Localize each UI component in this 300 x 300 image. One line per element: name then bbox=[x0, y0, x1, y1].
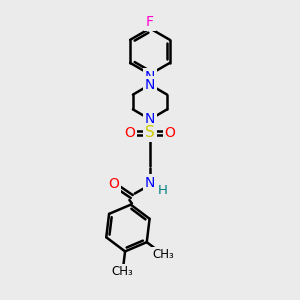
Text: O: O bbox=[165, 126, 176, 140]
Text: N: N bbox=[145, 176, 155, 190]
Text: H: H bbox=[158, 184, 167, 197]
Text: O: O bbox=[108, 177, 119, 191]
Text: S: S bbox=[145, 125, 155, 140]
Text: F: F bbox=[146, 15, 154, 29]
Text: N: N bbox=[145, 70, 155, 84]
Text: O: O bbox=[124, 126, 135, 140]
Text: CH₃: CH₃ bbox=[112, 266, 134, 278]
Text: CH₃: CH₃ bbox=[152, 248, 174, 261]
Text: N: N bbox=[145, 78, 155, 92]
Text: N: N bbox=[145, 112, 155, 126]
